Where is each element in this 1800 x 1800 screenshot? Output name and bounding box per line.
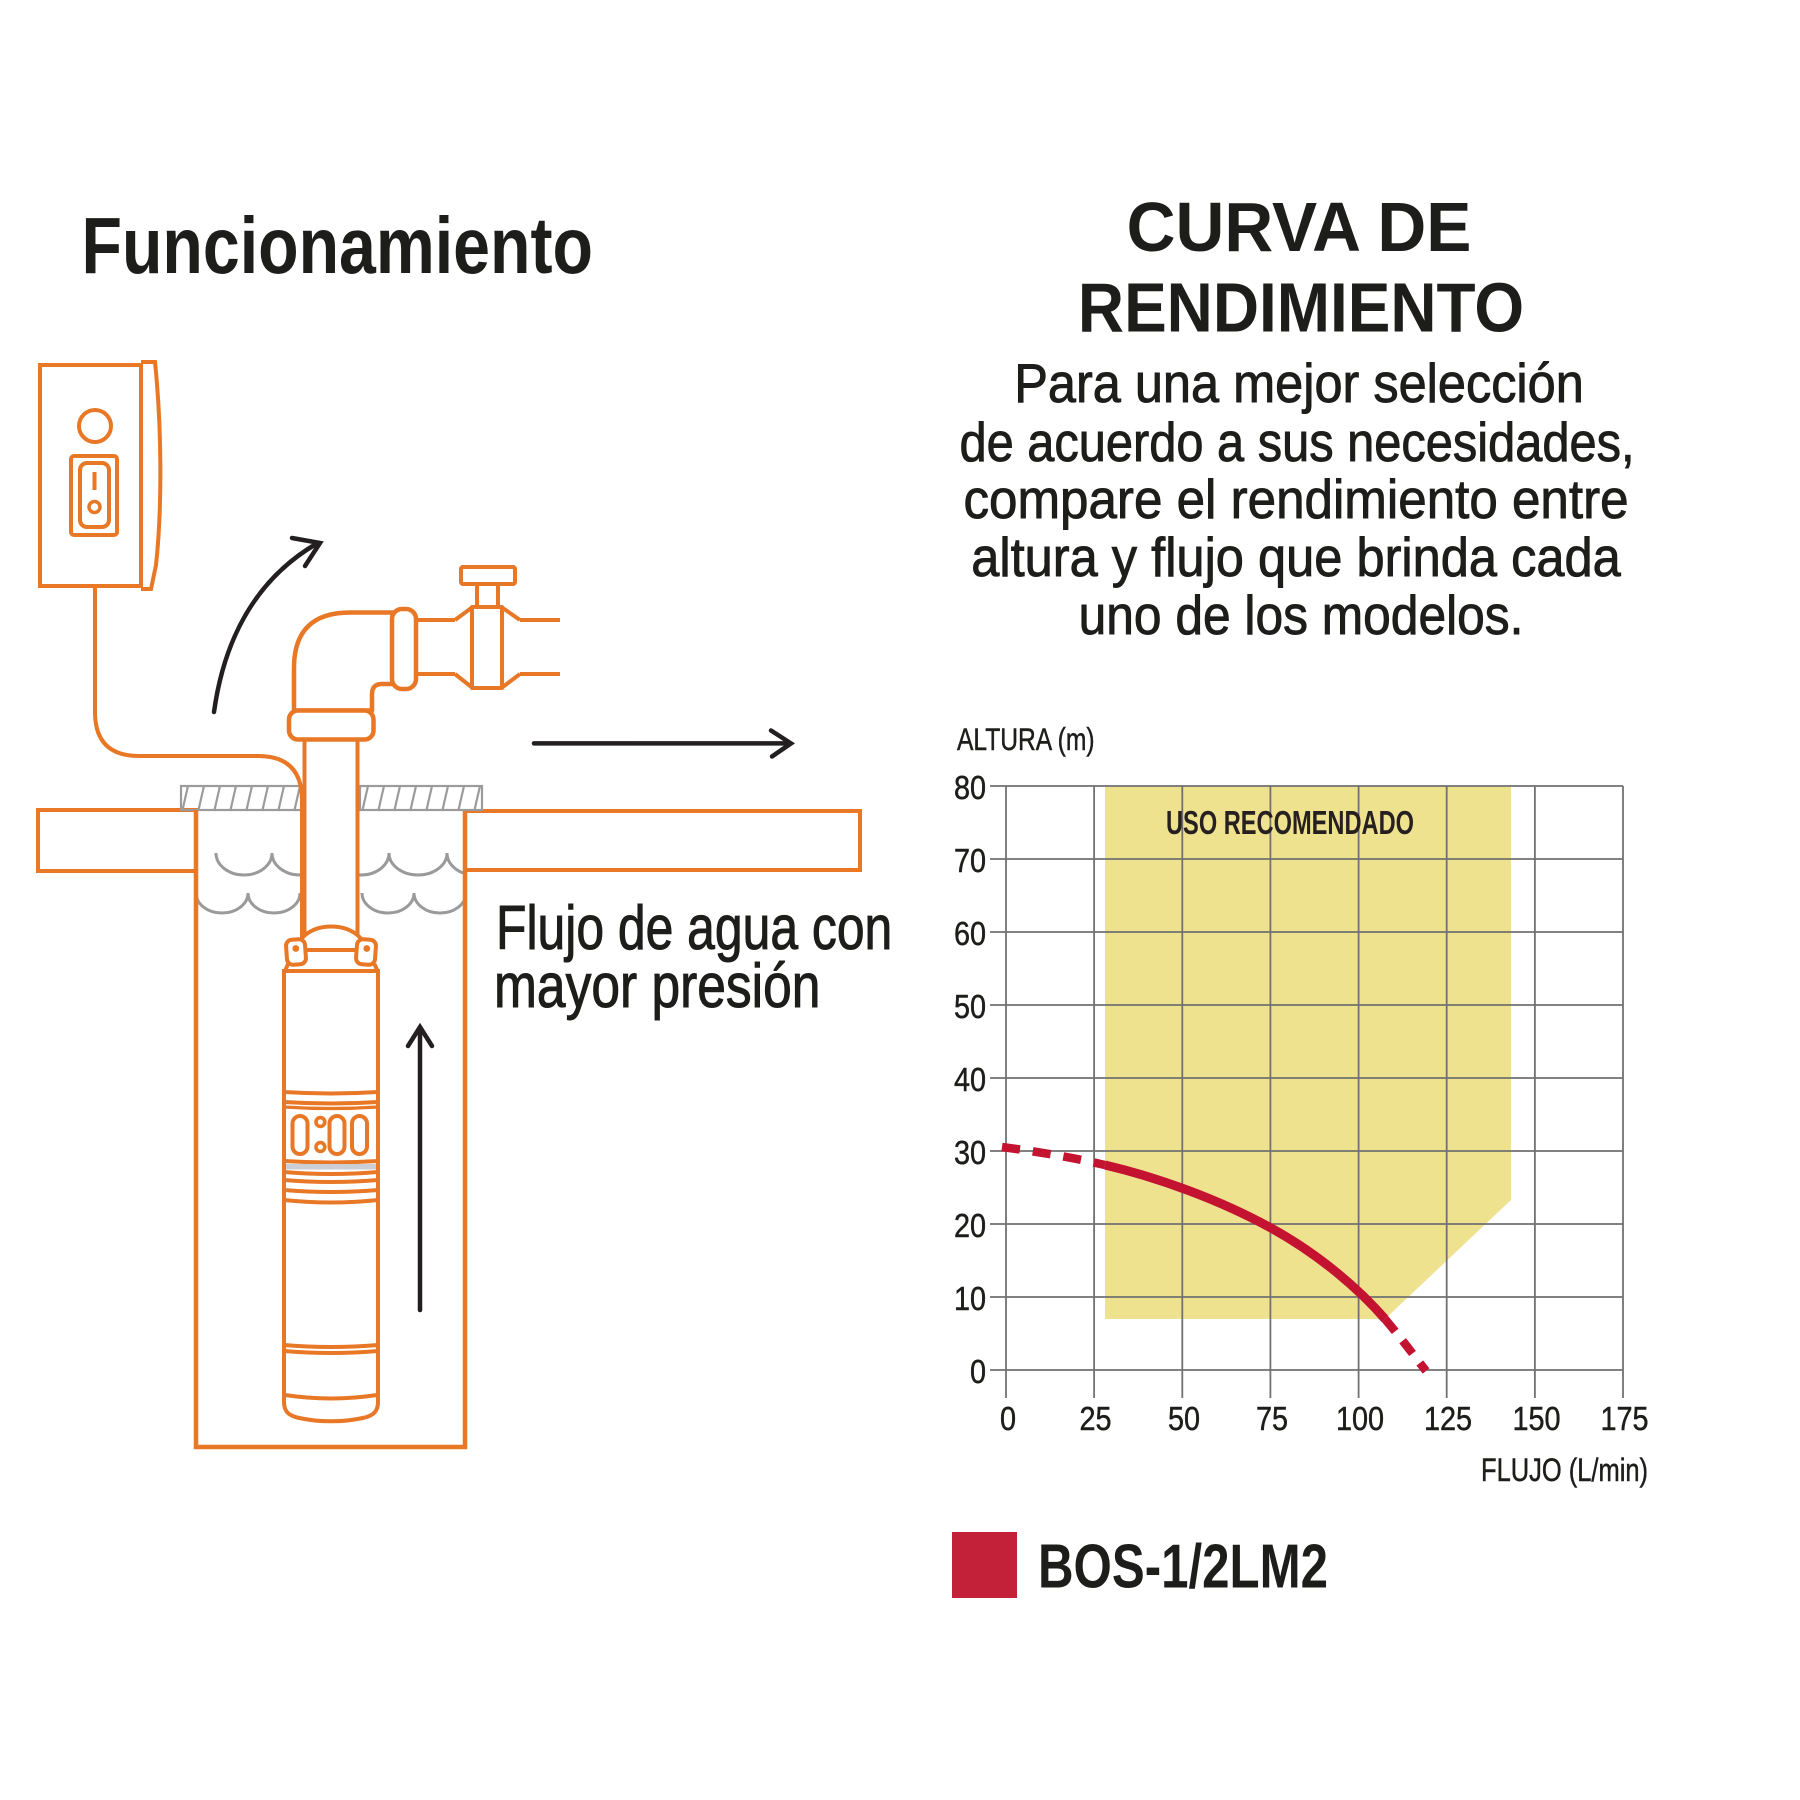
svg-text:RENDIMIENTO: RENDIMIENTO — [1078, 269, 1524, 347]
svg-text:50: 50 — [954, 988, 986, 1026]
svg-text:20: 20 — [954, 1207, 986, 1245]
svg-text:Funcionamiento: Funcionamiento — [82, 201, 593, 290]
svg-text:25: 25 — [1079, 1400, 1111, 1438]
svg-text:uno de los modelos.: uno de los modelos. — [1079, 586, 1524, 647]
svg-text:CURVA DE: CURVA DE — [1127, 188, 1472, 266]
svg-text:30: 30 — [954, 1134, 986, 1172]
svg-text:75: 75 — [1256, 1400, 1288, 1438]
svg-text:50: 50 — [1168, 1400, 1200, 1438]
svg-text:USO RECOMENDADO: USO RECOMENDADO — [1166, 805, 1414, 842]
svg-text:de acuerdo a sus necesidades,: de acuerdo a sus necesidades, — [959, 412, 1634, 473]
svg-text:60: 60 — [954, 915, 986, 953]
svg-text:ALTURA (m): ALTURA (m) — [957, 721, 1095, 757]
svg-text:Para una mejor selección: Para una mejor selección — [1014, 353, 1584, 414]
svg-text:70: 70 — [954, 842, 986, 880]
svg-text:FLUJO (L/min): FLUJO (L/min) — [1481, 1453, 1648, 1489]
svg-text:altura y flujo que brinda cada: altura y flujo que brinda cada — [971, 527, 1621, 588]
svg-text:Flujo de agua con: Flujo de agua con — [496, 893, 892, 962]
svg-text:150: 150 — [1512, 1400, 1560, 1438]
svg-text:40: 40 — [954, 1061, 986, 1099]
svg-text:80: 80 — [954, 769, 986, 807]
svg-text:0: 0 — [1000, 1400, 1016, 1438]
svg-text:BOS-1/2LM2: BOS-1/2LM2 — [1038, 1531, 1328, 1601]
svg-text:mayor presión: mayor presión — [494, 952, 820, 1022]
svg-text:175: 175 — [1600, 1400, 1648, 1438]
svg-text:compare el rendimiento entre: compare el rendimiento entre — [963, 469, 1628, 530]
svg-text:10: 10 — [954, 1280, 986, 1318]
svg-text:100: 100 — [1336, 1400, 1384, 1438]
svg-text:0: 0 — [970, 1353, 986, 1391]
svg-text:125: 125 — [1424, 1400, 1472, 1438]
